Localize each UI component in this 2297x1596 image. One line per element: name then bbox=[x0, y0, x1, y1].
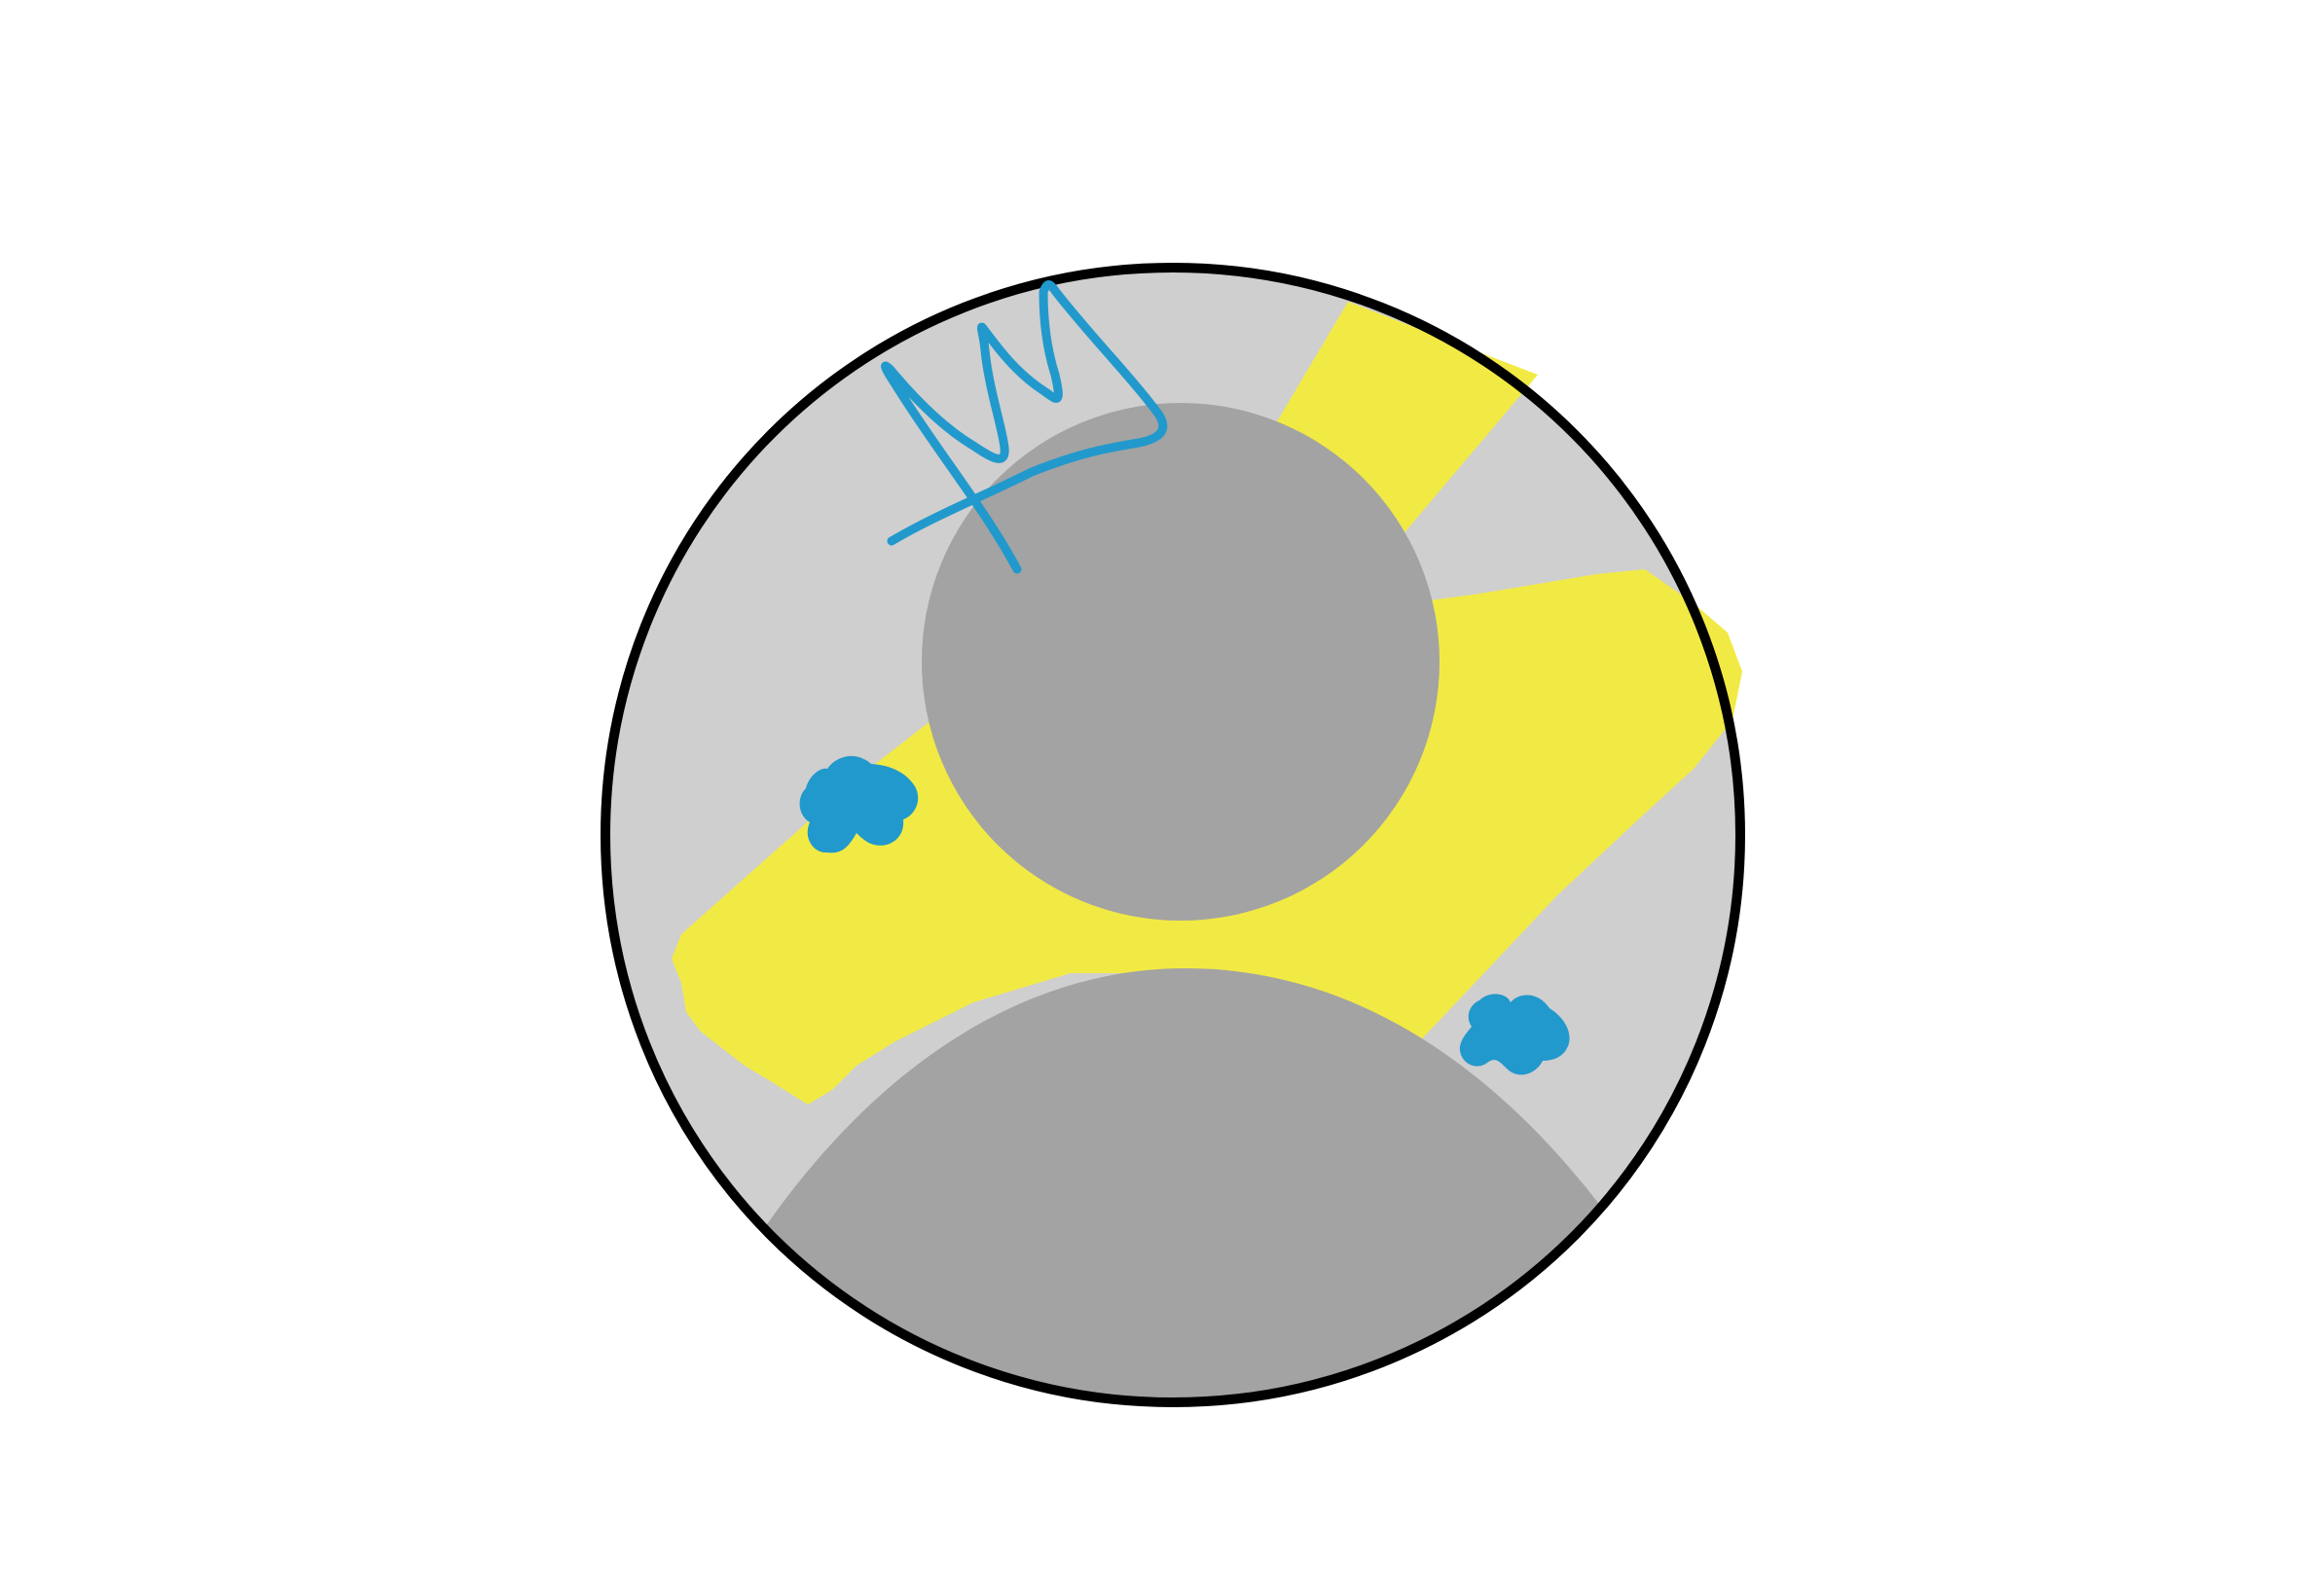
silhouette-head bbox=[922, 403, 1440, 921]
silhouette-body bbox=[701, 968, 1655, 1402]
blue-blob-right bbox=[1459, 994, 1570, 1075]
crown-scribble-icon bbox=[881, 280, 1168, 574]
blue-blob-left bbox=[799, 755, 919, 853]
avatar-outline bbox=[601, 263, 1745, 1407]
blue-blobs bbox=[799, 755, 1570, 1075]
person-silhouette bbox=[701, 403, 1655, 1402]
